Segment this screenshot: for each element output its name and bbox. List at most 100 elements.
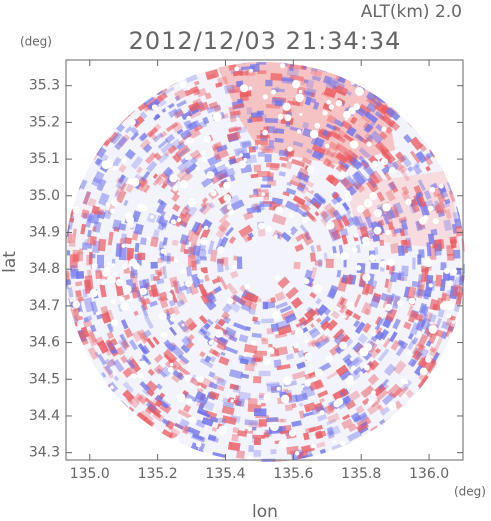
echo-cell xyxy=(415,351,424,361)
echo-cell xyxy=(247,232,254,239)
echo-cell xyxy=(400,154,412,168)
echo-cell xyxy=(181,335,192,347)
echo-cell xyxy=(215,225,228,239)
echo-gap xyxy=(310,443,315,449)
echo-gap xyxy=(112,370,116,375)
echo-cell xyxy=(313,379,325,391)
echo-gap xyxy=(373,209,382,218)
echo-cell xyxy=(157,210,166,225)
echo-cell xyxy=(396,272,402,281)
echo-gap xyxy=(180,268,186,275)
echo-gap xyxy=(277,114,284,120)
echo-cell xyxy=(366,401,382,416)
echo-cell xyxy=(425,165,431,172)
echo-cell xyxy=(244,419,258,426)
echo-gap xyxy=(373,323,377,327)
echo-cell xyxy=(244,362,256,372)
echo-cell xyxy=(172,203,181,212)
echo-cell xyxy=(83,317,89,323)
echo-cell xyxy=(164,313,175,326)
echo-cell xyxy=(143,143,153,153)
echo-gap xyxy=(72,300,81,309)
echo-cell xyxy=(154,175,165,186)
echo-cell xyxy=(382,209,394,225)
echo-cell xyxy=(186,229,194,242)
echo-cell xyxy=(115,174,129,191)
echo-gap xyxy=(429,187,436,193)
echo-cell xyxy=(158,98,167,107)
echo-cell xyxy=(195,259,201,264)
echo-cell xyxy=(209,355,217,363)
echo-gap xyxy=(367,399,374,406)
echo-cell xyxy=(261,338,269,345)
echo-gap xyxy=(123,284,132,294)
echo-cell xyxy=(304,210,316,222)
echo-cell xyxy=(122,110,129,117)
echo-cell xyxy=(218,172,228,181)
echo-cell xyxy=(248,308,256,316)
echo-gap xyxy=(288,230,292,234)
echo-cell xyxy=(152,411,165,422)
echo-cell xyxy=(71,228,77,243)
echo-gap xyxy=(265,226,272,233)
echo-cell xyxy=(242,154,257,165)
echo-cell xyxy=(423,305,430,315)
echo-gap xyxy=(275,206,283,215)
echo-cell xyxy=(339,369,352,381)
echo-cell xyxy=(291,370,306,381)
echo-cell xyxy=(92,170,105,185)
echo-cell xyxy=(420,348,429,358)
echo-gap xyxy=(112,271,117,276)
echo-gap xyxy=(301,384,305,388)
echo-gap xyxy=(212,112,222,122)
echo-gap xyxy=(242,352,247,357)
echo-cell xyxy=(149,300,158,308)
echo-cell xyxy=(451,284,462,297)
echo-cell xyxy=(386,279,393,293)
echo-cell xyxy=(157,258,163,263)
echo-gap xyxy=(110,199,119,207)
echo-cell xyxy=(187,246,195,254)
echo-cell xyxy=(345,175,352,182)
echo-cell xyxy=(270,297,277,304)
echo-cell xyxy=(418,143,427,153)
echo-cell xyxy=(139,138,151,150)
echo-cell xyxy=(353,319,361,328)
echo-cell xyxy=(393,400,403,410)
echo-gap xyxy=(322,110,328,116)
echo-cell xyxy=(228,126,242,133)
echo-cell xyxy=(269,163,280,171)
echo-gap xyxy=(179,81,187,89)
echo-cell xyxy=(287,100,301,107)
echo-cell xyxy=(178,354,190,365)
echo-cell xyxy=(146,403,162,417)
echo-cell xyxy=(280,231,292,242)
echo-cell xyxy=(245,326,251,332)
echo-cell xyxy=(374,101,390,116)
echo-cell xyxy=(243,211,254,221)
y-tick-label: 35.3 xyxy=(29,78,60,94)
echo-gap xyxy=(179,180,189,189)
echo-gap xyxy=(445,301,454,311)
echo-cell xyxy=(180,240,187,253)
echo-cell xyxy=(403,321,412,330)
echo-cell xyxy=(84,238,89,247)
echo-cell xyxy=(193,124,203,132)
echo-cell xyxy=(246,205,260,215)
echo-cell xyxy=(142,278,151,288)
echo-cell xyxy=(124,148,136,160)
echo-gap xyxy=(382,202,391,212)
echo-gap xyxy=(128,298,133,303)
echo-gap xyxy=(129,119,136,126)
echo-cell xyxy=(417,375,430,389)
echo-cell xyxy=(72,249,80,263)
echo-cell xyxy=(296,171,304,180)
echo-cell xyxy=(233,156,247,164)
echo-gap xyxy=(304,352,313,361)
echo-cell xyxy=(197,326,212,340)
echo-gap xyxy=(109,385,114,390)
echo-gap xyxy=(363,198,373,208)
echo-cell xyxy=(119,333,127,342)
echo-cell xyxy=(176,142,186,151)
echo-cell xyxy=(183,392,198,403)
